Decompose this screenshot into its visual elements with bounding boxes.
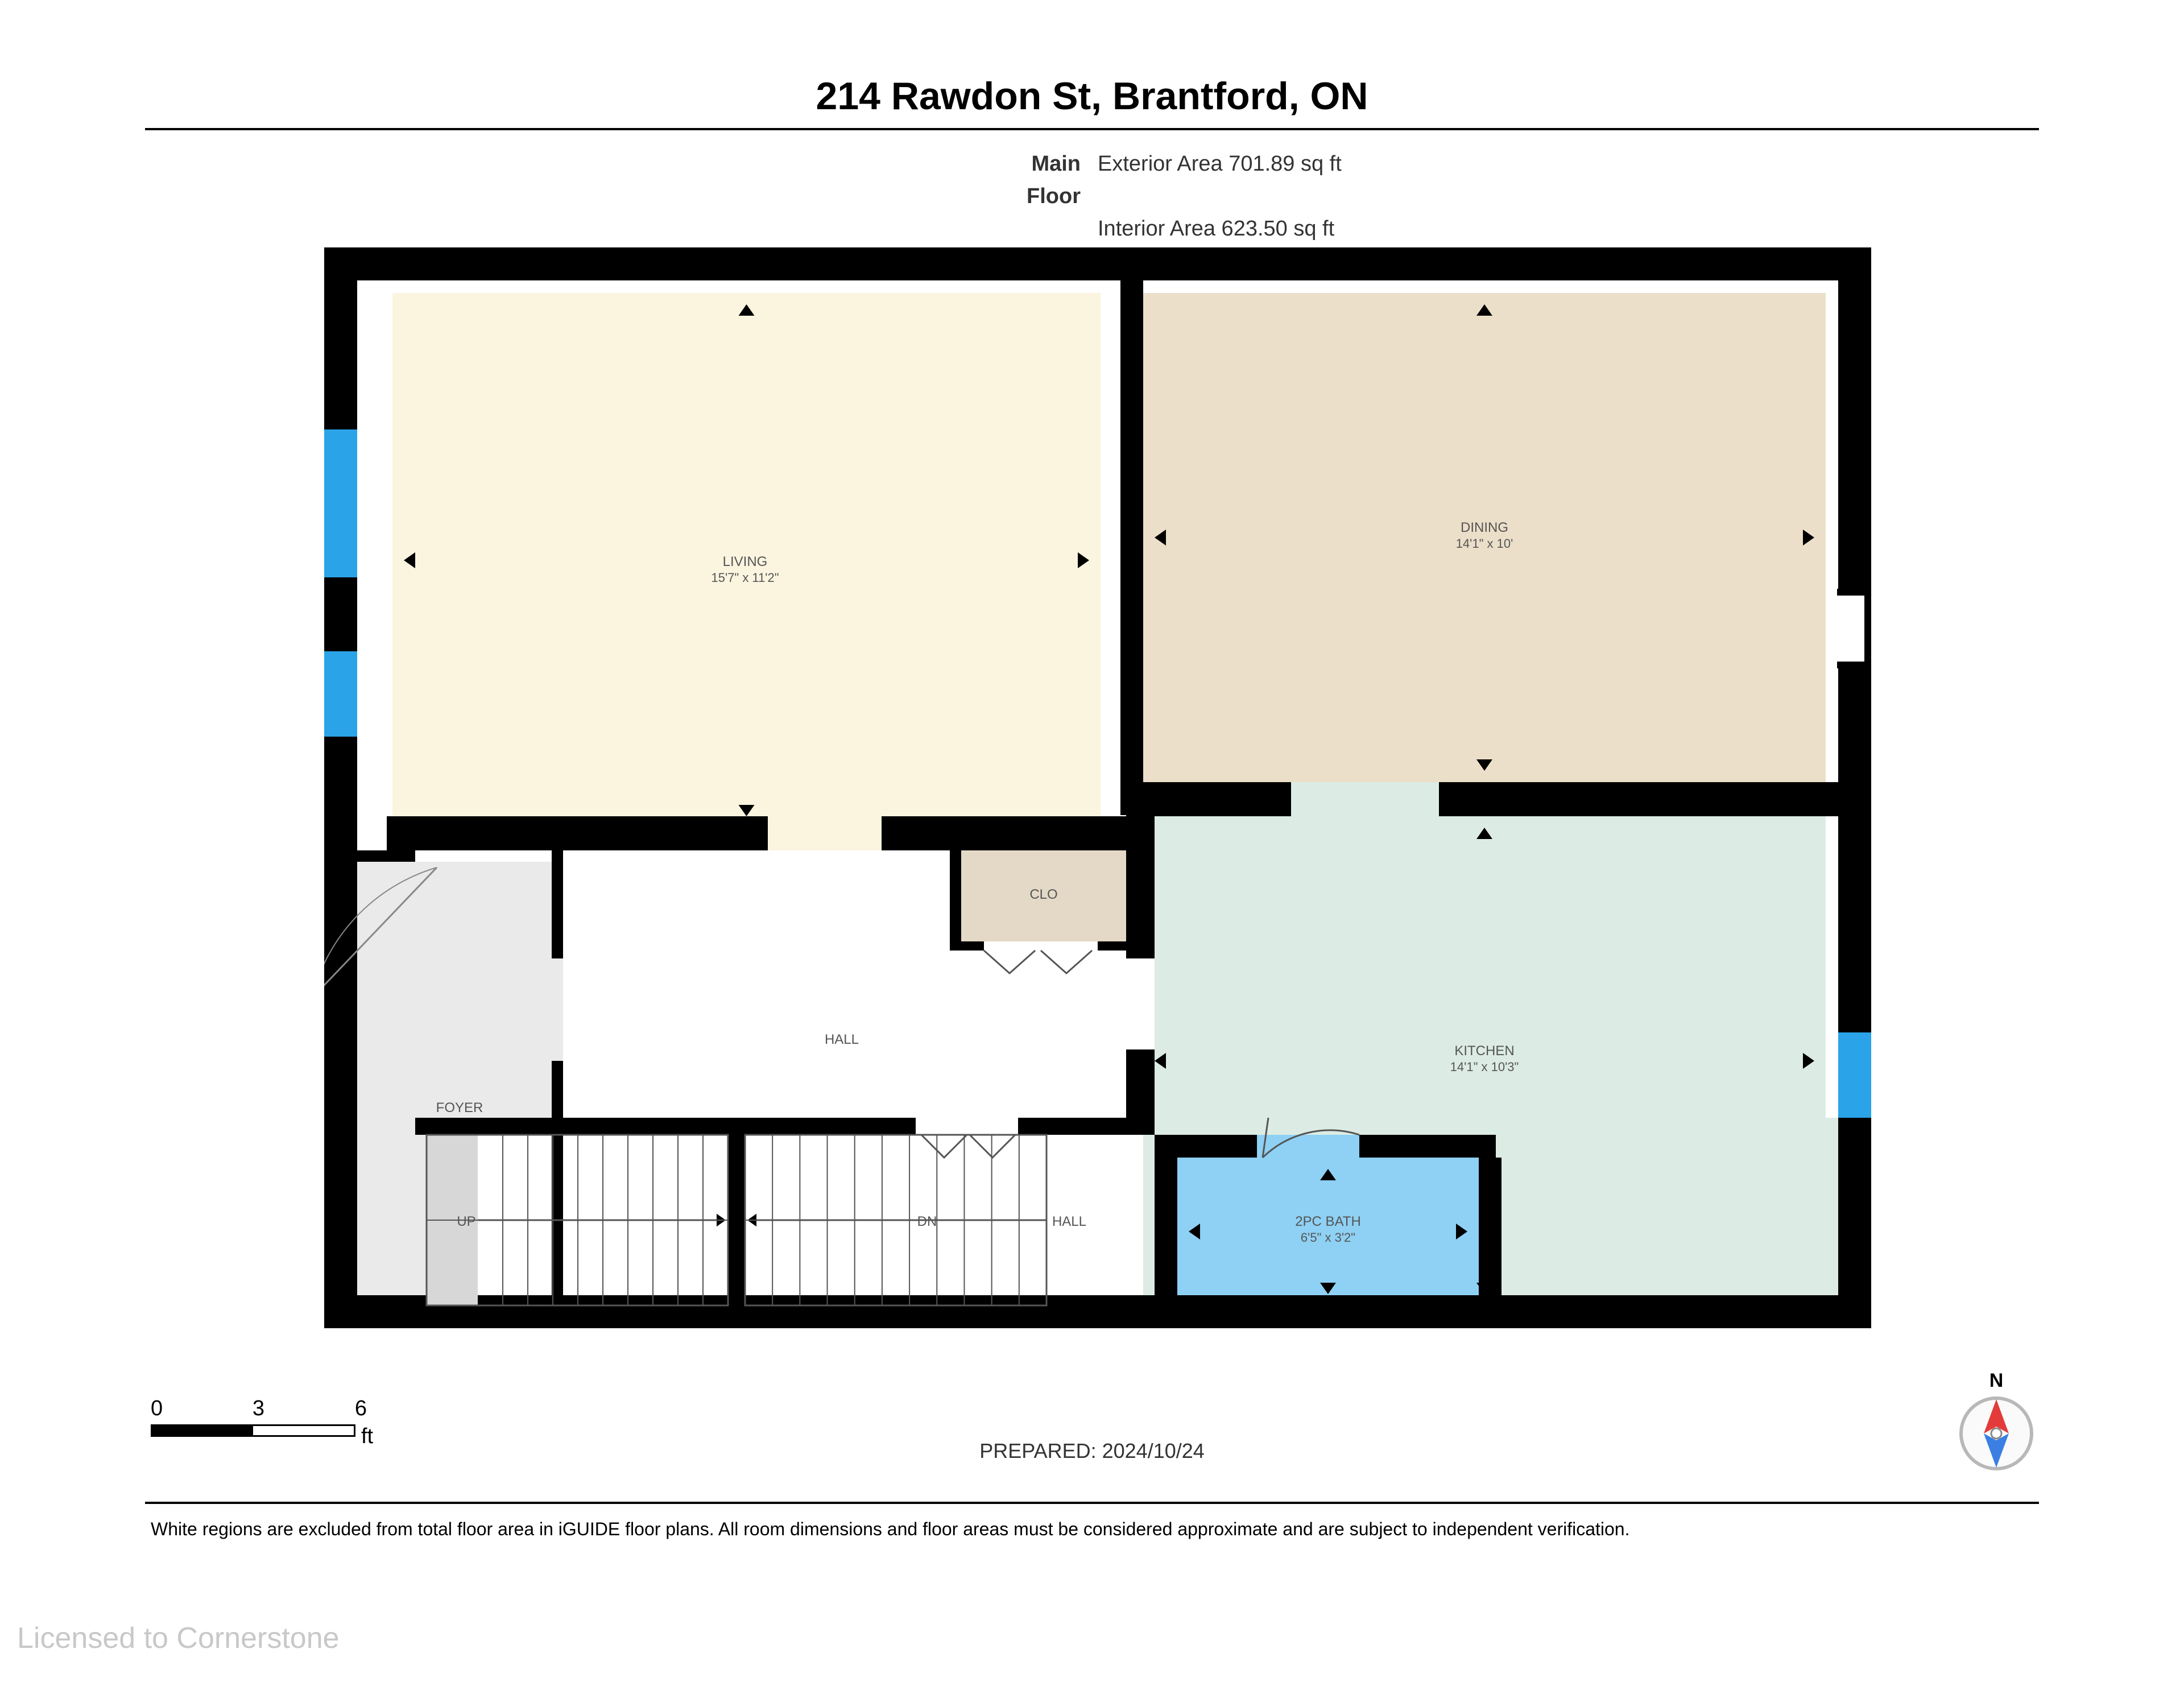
prepared-date: PREPARED: 2024/10/24 [0, 1439, 2184, 1463]
title-rule [145, 128, 2039, 130]
label-clo: CLO [1029, 887, 1057, 902]
label-hall2: HALL [1052, 1214, 1086, 1229]
window [324, 429, 357, 577]
label-hall1: HALL [825, 1032, 859, 1047]
interior-area: Interior Area 623.50 sq ft [1098, 213, 1334, 245]
label-up: UP [457, 1214, 475, 1229]
floor-label: Main Floor [978, 148, 1081, 213]
compass: N [1956, 1394, 2036, 1473]
compass-n-label: N [1956, 1370, 2036, 1392]
license-watermark: Licensed to Cornerstone [17, 1621, 340, 1655]
window [1838, 1032, 1871, 1118]
page-title: 214 Rawdon St, Brantford, ON [0, 74, 2184, 118]
floor-info: Main Floor Exterior Area 701.89 sq ft In… [978, 148, 1342, 245]
window [324, 651, 357, 737]
disclaimer: White regions are excluded from total fl… [151, 1519, 2033, 1540]
label-dn: DN [917, 1214, 937, 1229]
bottom-rule [145, 1502, 2039, 1504]
floor-plan: LIVING15'7" x 11'2"DINING14'1" x 10'KITC… [324, 247, 1871, 1328]
label-foyer: FOYER [436, 1100, 483, 1115]
exterior-area: Exterior Area 701.89 sq ft [1098, 148, 1342, 213]
